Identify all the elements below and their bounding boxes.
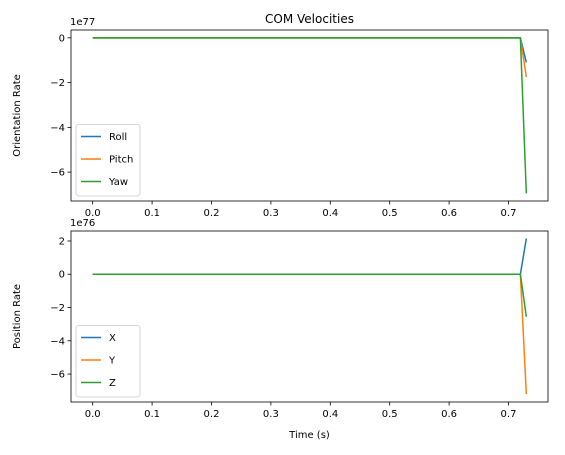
- legend-label-y: Y: [108, 356, 116, 367]
- x-tick-label: 0.0: [85, 208, 101, 219]
- axes-frame: [70, 230, 549, 403]
- y-tick-label: −6: [50, 168, 65, 179]
- x-axis-label: Time (s): [288, 430, 330, 441]
- chart-panel-1: 0.0 0.1 0.2 0.3 0.4 0.5 0.6 0.7 0 −2 −4 −6 1e77 COM V…: [12, 12, 549, 219]
- y-tick-label: −6: [50, 370, 65, 381]
- x-tick-label: 0.4: [322, 409, 338, 420]
- x-tick-label: 0.1: [144, 409, 160, 420]
- x-tick-label: 0.0: [85, 409, 101, 420]
- series-line-yaw: [92, 37, 528, 194]
- legend-label-roll: Roll: [109, 132, 127, 143]
- legend-label-z: Z: [109, 378, 116, 389]
- legend-box: [75, 124, 141, 197]
- chart-title: COM Velocities: [265, 12, 354, 26]
- series-line-pitch: [92, 37, 528, 78]
- y-axis-label: Orientation Rate: [12, 74, 23, 157]
- y-tick-label: 2: [59, 236, 65, 247]
- y-tick-label: 0: [59, 270, 65, 281]
- legend-label-pitch: Pitch: [109, 155, 133, 166]
- y-offset-text: 1e77: [70, 17, 95, 28]
- y-axis-label: Position Rate: [12, 284, 23, 349]
- x-tick-label: 0.7: [501, 409, 517, 420]
- x-tick-label: 0.3: [263, 409, 279, 420]
- y-tick-label: −2: [50, 303, 65, 314]
- x-tick-label: 0.5: [382, 208, 398, 219]
- x-tick-label: 0.6: [441, 409, 457, 420]
- y-tick-label: −4: [50, 123, 65, 134]
- series-line-roll: [92, 37, 528, 63]
- legend-label-x: X: [109, 333, 116, 344]
- series-line-y: [92, 273, 528, 395]
- x-tick-label: 0.3: [263, 208, 279, 219]
- series-line-x: [92, 238, 528, 275]
- y-tick-label: 0: [59, 33, 65, 44]
- legend-box: [75, 325, 141, 398]
- x-tick-label: 0.7: [501, 208, 517, 219]
- x-tick-label: 0.5: [382, 409, 398, 420]
- x-tick-label: 0.2: [204, 409, 220, 420]
- x-tick-label: 0.4: [322, 208, 338, 219]
- legend-label-yaw: Yaw: [108, 177, 128, 188]
- x-tick-label: 0.6: [441, 208, 457, 219]
- y-offset-text: 1e76: [70, 218, 95, 229]
- series-line-z: [92, 273, 528, 317]
- y-tick-label: −4: [50, 336, 65, 347]
- x-tick-label: 0.1: [144, 208, 160, 219]
- y-tick-label: −2: [50, 78, 65, 89]
- chart-panel-2: 0.0 0.1 0.2 0.3 0.4 0.5 0.6 0.7 2 0 −2 −4 −6 1e76 Posi…: [12, 218, 549, 441]
- axes-frame: [70, 29, 549, 202]
- x-tick-label: 0.2: [204, 208, 220, 219]
